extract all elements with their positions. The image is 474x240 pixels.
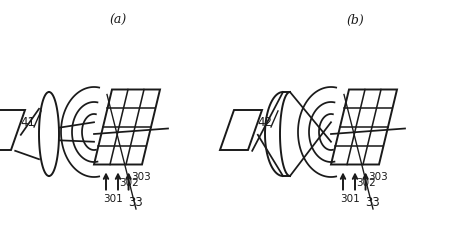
- Text: (b): (b): [346, 13, 364, 26]
- Text: 301: 301: [103, 193, 123, 204]
- Text: 303: 303: [132, 172, 151, 181]
- Text: 303: 303: [369, 172, 388, 181]
- Text: 33: 33: [128, 196, 143, 209]
- Text: 302: 302: [356, 178, 376, 187]
- Text: 42: 42: [257, 115, 273, 128]
- Text: (a): (a): [109, 13, 127, 26]
- Text: 41: 41: [20, 115, 36, 128]
- Text: 302: 302: [119, 178, 139, 187]
- Text: 33: 33: [365, 196, 380, 209]
- Text: 301: 301: [340, 193, 360, 204]
